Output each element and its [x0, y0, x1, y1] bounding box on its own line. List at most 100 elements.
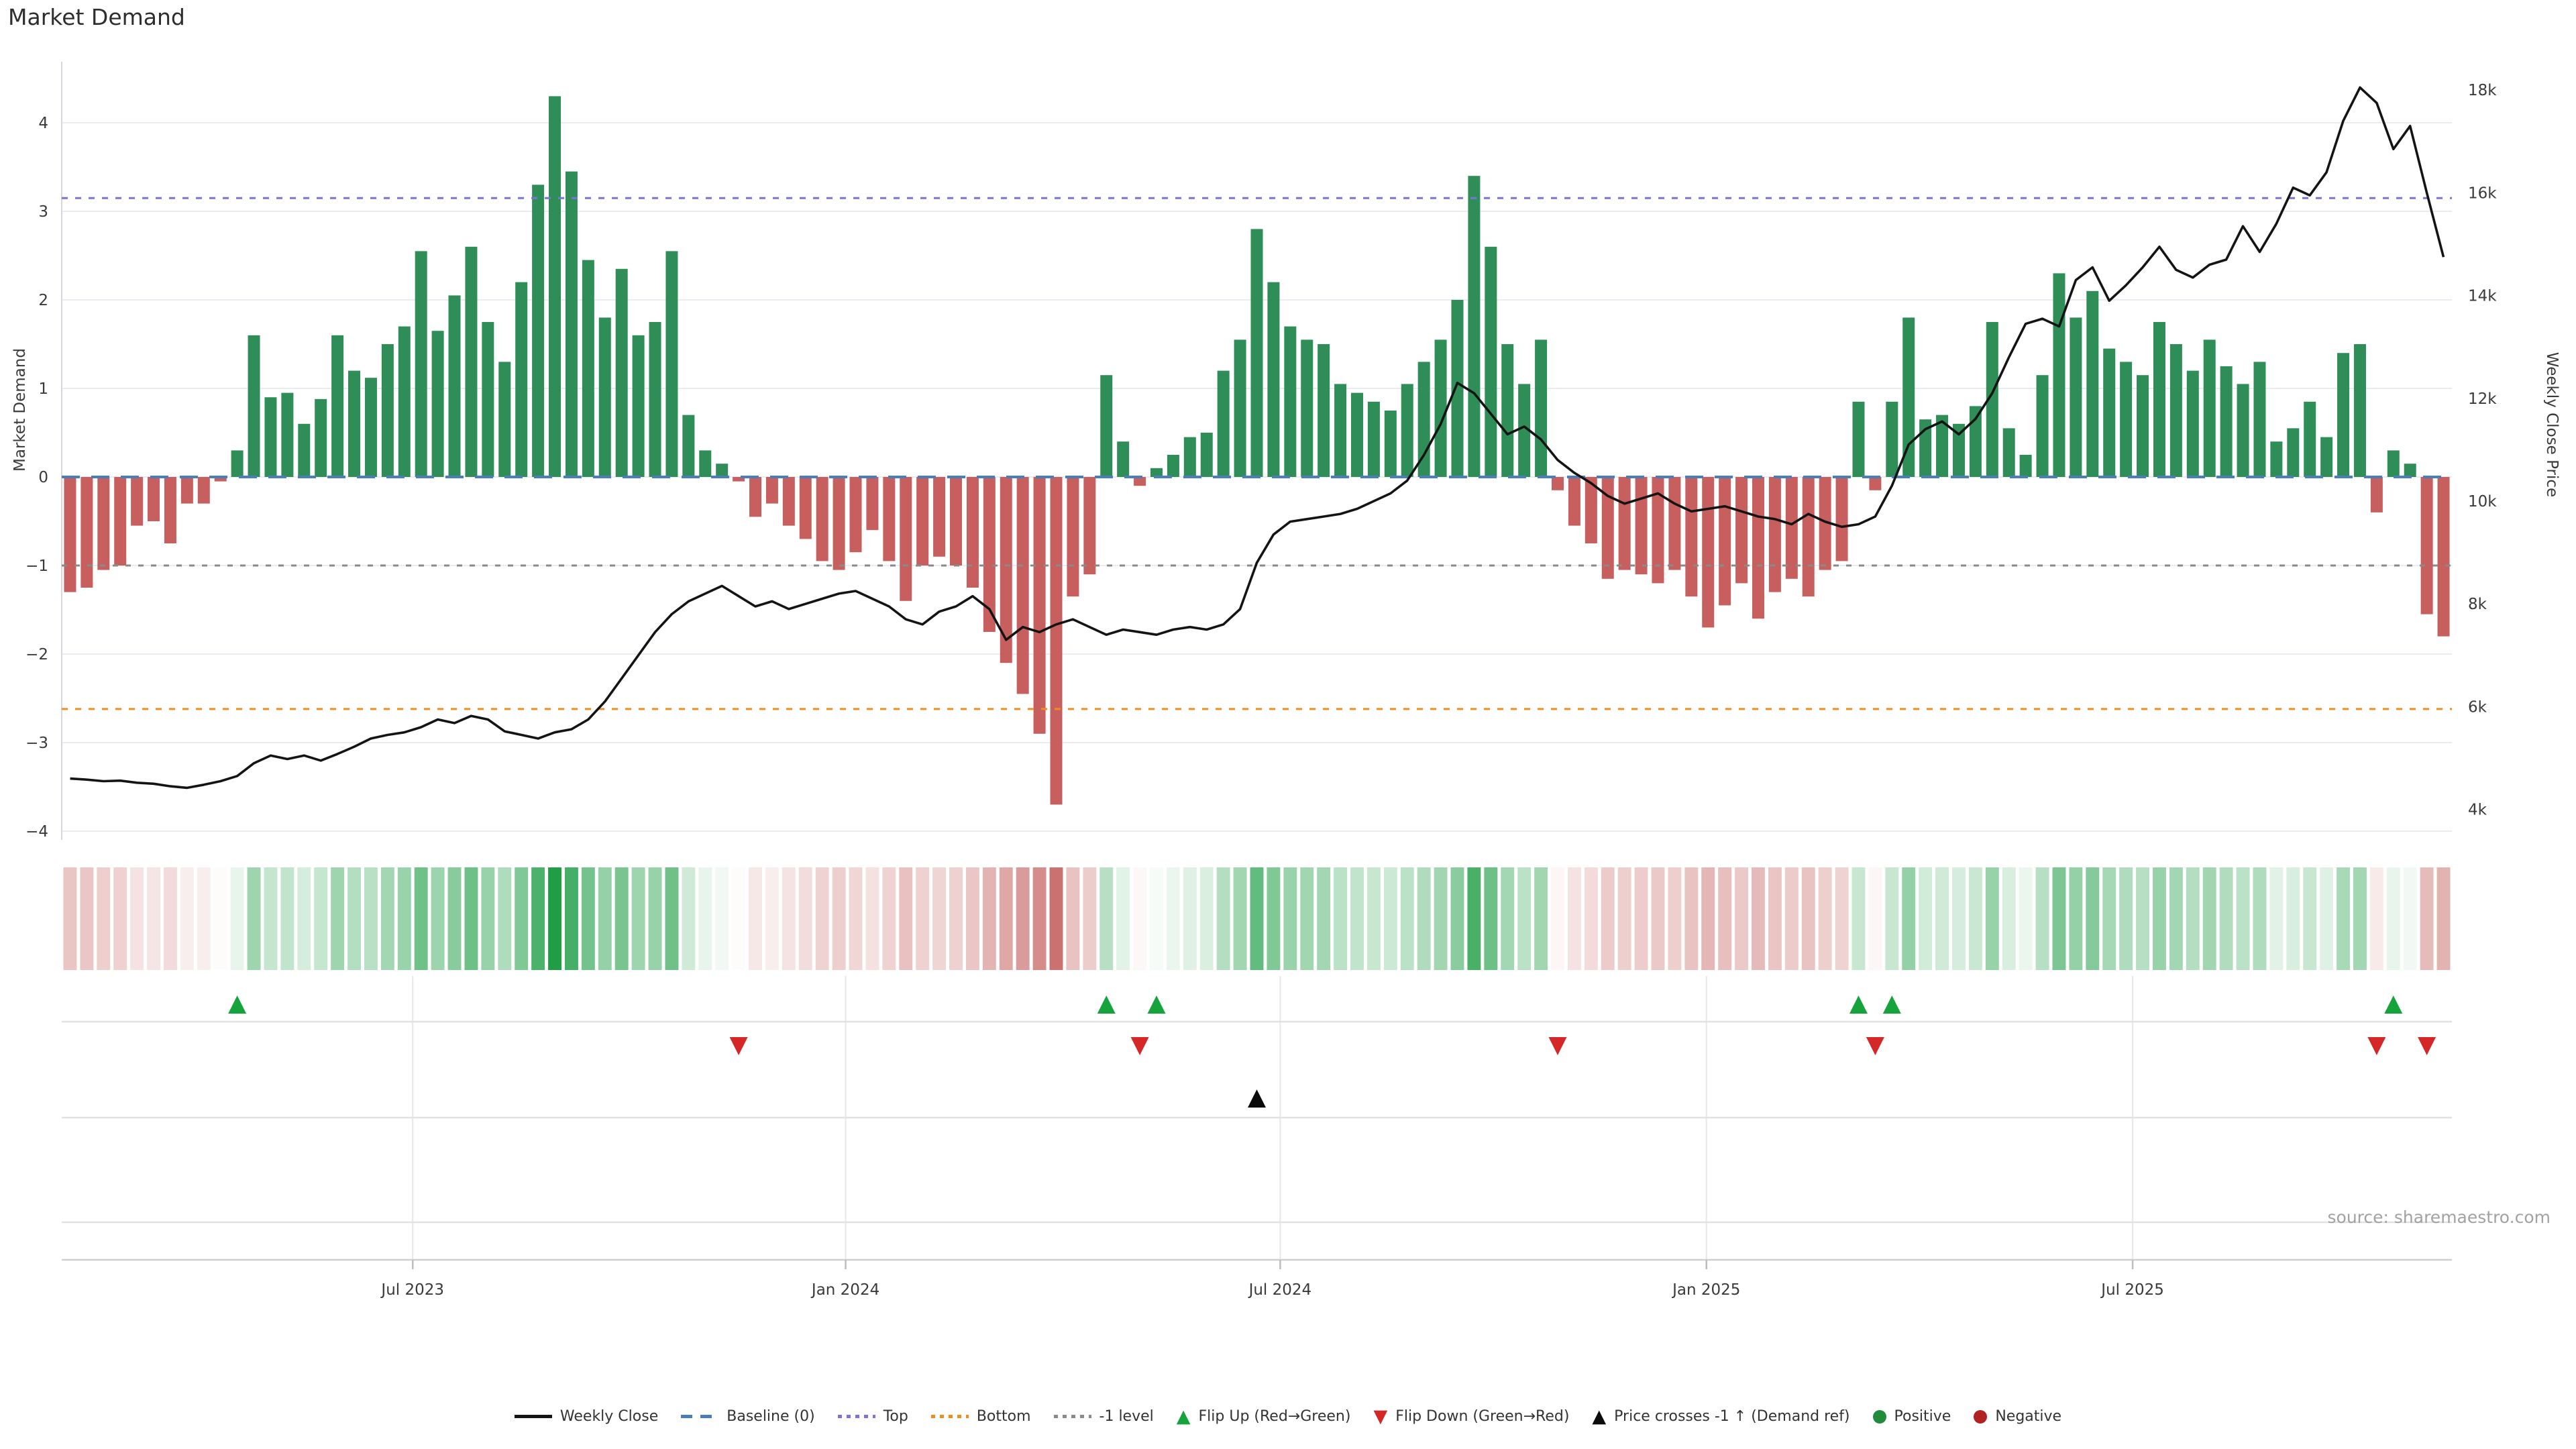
heatmap-cell[interactable]: [163, 867, 177, 970]
demand-bar[interactable]: [482, 322, 494, 477]
demand-bar[interactable]: [1986, 322, 1998, 477]
heatmap-cell[interactable]: [1049, 867, 1063, 970]
demand-bar[interactable]: [1250, 229, 1263, 477]
demand-bar[interactable]: [2304, 401, 2316, 477]
demand-bar[interactable]: [2420, 477, 2433, 614]
heatmap-cell[interactable]: [815, 867, 829, 970]
heatmap-cell[interactable]: [949, 867, 963, 970]
demand-bar[interactable]: [1401, 384, 1413, 477]
demand-bar[interactable]: [1551, 477, 1564, 490]
demand-bar[interactable]: [281, 392, 294, 477]
demand-bar[interactable]: [1217, 370, 1230, 477]
demand-bar[interactable]: [900, 477, 912, 601]
legend-item[interactable]: -1 level: [1053, 1408, 1154, 1425]
flip-down-marker[interactable]: [2418, 1037, 2436, 1055]
heatmap-cell[interactable]: [464, 867, 478, 970]
demand-bar[interactable]: [816, 477, 828, 561]
heatmap-cell[interactable]: [1835, 867, 1849, 970]
demand-bar[interactable]: [1150, 468, 1163, 477]
demand-bar[interactable]: [2153, 322, 2165, 477]
heatmap-cell[interactable]: [2303, 867, 2317, 970]
heatmap-cell[interactable]: [1784, 867, 1799, 970]
demand-bar[interactable]: [2370, 477, 2383, 513]
demand-bar[interactable]: [2437, 477, 2450, 637]
heatmap-cell[interactable]: [1467, 867, 1481, 970]
demand-bar[interactable]: [1267, 282, 1280, 477]
x-axis-tick-label[interactable]: Jul 2023: [380, 1281, 444, 1299]
demand-bar[interactable]: [1167, 455, 1179, 477]
heatmap-cell[interactable]: [1752, 867, 1765, 970]
heatmap-cell[interactable]: [247, 867, 261, 970]
demand-bar[interactable]: [1535, 339, 1548, 477]
heatmap-cell[interactable]: [932, 867, 947, 970]
heatmap-cell[interactable]: [2136, 867, 2150, 970]
heatmap-cell[interactable]: [2186, 867, 2200, 970]
demand-bar[interactable]: [148, 477, 160, 521]
demand-bar[interactable]: [1719, 477, 1731, 606]
heatmap-cell[interactable]: [2052, 867, 2066, 970]
flip-up-marker[interactable]: [2384, 996, 2403, 1014]
heatmap-cell[interactable]: [916, 867, 930, 970]
heatmap-cell[interactable]: [982, 867, 996, 970]
heatmap-cell[interactable]: [782, 867, 796, 970]
heatmap-cell[interactable]: [1968, 867, 1982, 970]
heatmap-cell[interactable]: [515, 867, 529, 970]
demand-bar[interactable]: [180, 477, 193, 504]
heatmap-cell[interactable]: [1199, 867, 1214, 970]
demand-bar[interactable]: [1735, 477, 1748, 584]
demand-bar[interactable]: [2270, 441, 2283, 477]
demand-bar[interactable]: [532, 184, 545, 477]
heatmap-cell[interactable]: [1350, 867, 1364, 970]
heatmap-cell[interactable]: [1016, 867, 1030, 970]
demand-bar[interactable]: [1852, 401, 1865, 477]
heatmap-cell[interactable]: [1150, 867, 1163, 970]
demand-bar[interactable]: [649, 322, 661, 477]
heatmap-cell[interactable]: [1617, 867, 1631, 970]
demand-bar[interactable]: [966, 477, 979, 588]
demand-bar[interactable]: [1284, 326, 1297, 477]
legend-item[interactable]: Baseline (0): [681, 1408, 815, 1425]
heatmap-cell[interactable]: [865, 867, 879, 970]
flip-down-marker[interactable]: [1130, 1037, 1149, 1055]
demand-bar[interactable]: [2320, 437, 2333, 477]
demand-bar[interactable]: [2086, 290, 2099, 477]
heatmap-cell[interactable]: [1651, 867, 1665, 970]
x-axis-tick-label[interactable]: Jul 2024: [1248, 1281, 1312, 1299]
heatmap-cell[interactable]: [965, 867, 979, 970]
heatmap-cell[interactable]: [1584, 867, 1598, 970]
heatmap-cell[interactable]: [1183, 867, 1197, 970]
demand-bar[interactable]: [114, 477, 127, 566]
heatmap-cell[interactable]: [130, 867, 144, 970]
demand-bar[interactable]: [2002, 428, 2015, 477]
demand-bar[interactable]: [2120, 362, 2133, 477]
demand-bar[interactable]: [1936, 415, 1949, 477]
demand-bar[interactable]: [1485, 246, 1497, 477]
heatmap-cell[interactable]: [2253, 867, 2267, 970]
demand-bar[interactable]: [782, 477, 795, 526]
demand-bar[interactable]: [1585, 477, 1597, 543]
legend-item[interactable]: Positive: [1872, 1408, 1951, 1425]
heatmap-cell[interactable]: [2153, 867, 2166, 970]
heatmap-cell[interactable]: [331, 867, 345, 970]
demand-bar[interactable]: [632, 335, 645, 477]
heatmap-cell[interactable]: [481, 867, 495, 970]
demand-bar[interactable]: [1869, 477, 1882, 490]
heatmap-cell[interactable]: [1851, 867, 1866, 970]
demand-bar[interactable]: [2387, 450, 2400, 477]
demand-bar[interactable]: [1100, 375, 1113, 477]
heatmap-cell[interactable]: [1952, 867, 1966, 970]
demand-bar[interactable]: [1016, 477, 1029, 694]
demand-bar[interactable]: [131, 477, 144, 526]
heatmap-cell[interactable]: [1400, 867, 1414, 970]
weekly-close-line[interactable]: [70, 86, 2445, 790]
demand-bar[interactable]: [2070, 317, 2082, 477]
heatmap-cell[interactable]: [682, 867, 696, 970]
demand-bar[interactable]: [248, 335, 260, 477]
demand-bar[interactable]: [214, 477, 227, 482]
heatmap-cell[interactable]: [97, 867, 111, 970]
flip-down-marker[interactable]: [729, 1037, 748, 1055]
demand-bar[interactable]: [598, 317, 611, 477]
demand-bar[interactable]: [983, 477, 996, 632]
heatmap-cell[interactable]: [297, 867, 311, 970]
heatmap-cell[interactable]: [113, 867, 127, 970]
